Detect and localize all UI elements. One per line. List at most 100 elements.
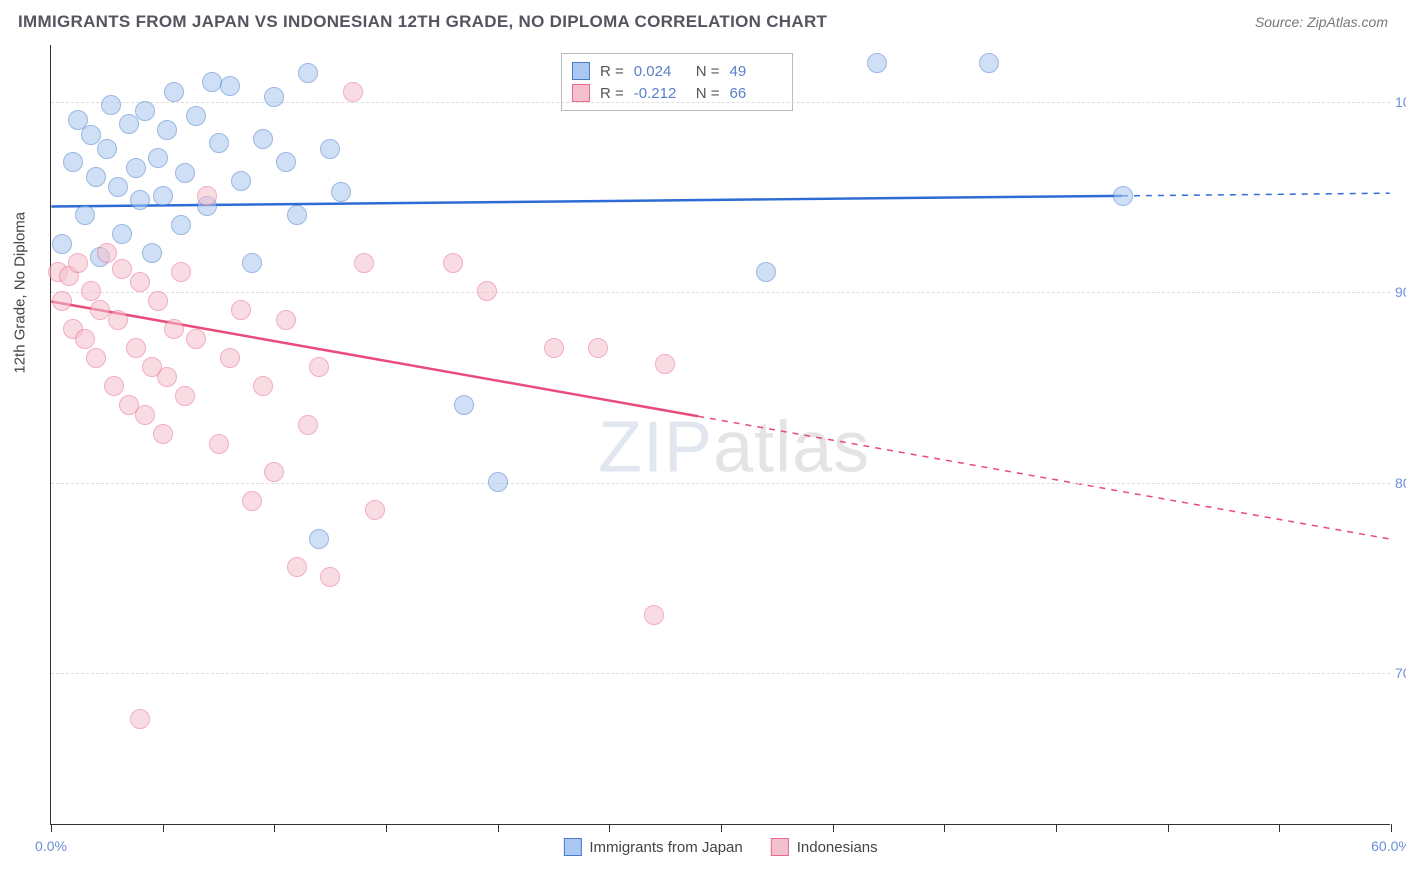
data-point: [164, 82, 184, 102]
chart-source: Source: ZipAtlas.com: [1255, 14, 1388, 30]
data-point: [97, 243, 117, 263]
data-point: [253, 129, 273, 149]
data-point: [544, 338, 564, 358]
data-point: [148, 291, 168, 311]
data-point: [130, 272, 150, 292]
stats-row: R = 0.024 N = 49: [572, 60, 782, 82]
watermark: ZIPatlas: [598, 406, 870, 488]
y-tick-label: 90.0%: [1395, 284, 1406, 300]
x-tick: [1168, 824, 1169, 832]
data-point: [157, 367, 177, 387]
x-tick: [1056, 824, 1057, 832]
x-tick: [833, 824, 834, 832]
data-point: [126, 158, 146, 178]
data-point: [488, 472, 508, 492]
data-point: [276, 152, 296, 172]
data-point: [197, 186, 217, 206]
data-point: [443, 253, 463, 273]
data-point: [130, 190, 150, 210]
x-tick: [721, 824, 722, 832]
trend-line-dashed: [698, 416, 1389, 539]
data-point: [231, 300, 251, 320]
stats-row: R =-0.212N =66: [572, 82, 782, 104]
stats-r-label: R =: [600, 85, 624, 102]
data-point: [52, 291, 72, 311]
data-point: [86, 167, 106, 187]
data-point: [264, 87, 284, 107]
x-tick: [163, 824, 164, 832]
data-point: [108, 177, 128, 197]
data-point: [253, 376, 273, 396]
data-point: [220, 76, 240, 96]
stats-r-label: R =: [600, 63, 624, 80]
y-axis-label: 12th Grade, No Diploma: [12, 212, 29, 374]
legend-swatch: [563, 838, 581, 856]
x-tick-label: 60.0%: [1371, 838, 1406, 854]
data-point: [75, 329, 95, 349]
data-point: [86, 348, 106, 368]
data-point: [979, 53, 999, 73]
data-point: [454, 395, 474, 415]
x-tick: [609, 824, 610, 832]
stats-n-value: 66: [730, 85, 782, 102]
legend-label: Immigrants from Japan: [589, 839, 742, 856]
legend-swatch: [771, 838, 789, 856]
data-point: [242, 491, 262, 511]
data-point: [68, 253, 88, 273]
stats-n-label: N =: [696, 85, 720, 102]
data-point: [142, 243, 162, 263]
data-point: [1113, 186, 1133, 206]
legend-swatch: [572, 62, 590, 80]
data-point: [867, 53, 887, 73]
x-tick: [498, 824, 499, 832]
gridline: [51, 292, 1390, 293]
data-point: [264, 462, 284, 482]
stats-n-value: 49: [730, 63, 782, 80]
data-point: [153, 424, 173, 444]
x-tick: [51, 824, 52, 832]
trend-lines-layer: [51, 45, 1390, 824]
data-point: [112, 224, 132, 244]
data-point: [209, 434, 229, 454]
data-point: [287, 557, 307, 577]
stats-n-label: N =: [696, 63, 720, 80]
gridline: [51, 483, 1390, 484]
data-point: [298, 415, 318, 435]
data-point: [164, 319, 184, 339]
data-point: [287, 205, 307, 225]
data-point: [655, 354, 675, 374]
data-point: [112, 259, 132, 279]
legend-item: Indonesians: [771, 838, 878, 856]
data-point: [108, 310, 128, 330]
data-point: [75, 205, 95, 225]
data-point: [135, 405, 155, 425]
data-point: [148, 148, 168, 168]
data-point: [354, 253, 374, 273]
data-point: [231, 171, 251, 191]
data-point: [209, 133, 229, 153]
data-point: [242, 253, 262, 273]
x-tick: [1279, 824, 1280, 832]
data-point: [320, 139, 340, 159]
scatter-chart: ZIPatlas R =0.024N =49R =-0.212N =66 Imm…: [50, 45, 1390, 825]
data-point: [202, 72, 222, 92]
gridline: [51, 102, 1390, 103]
data-point: [186, 106, 206, 126]
gridline: [51, 673, 1390, 674]
data-point: [220, 348, 240, 368]
stats-r-value: 0.024: [634, 63, 686, 80]
data-point: [126, 338, 146, 358]
data-point: [309, 357, 329, 377]
data-point: [175, 386, 195, 406]
bottom-legend: Immigrants from Japan Indonesians: [563, 838, 877, 856]
data-point: [52, 234, 72, 254]
x-tick-label: 0.0%: [35, 838, 67, 854]
data-point: [97, 139, 117, 159]
data-point: [135, 101, 155, 121]
data-point: [588, 338, 608, 358]
x-tick: [1391, 824, 1392, 832]
y-tick-label: 70.0%: [1395, 665, 1406, 681]
data-point: [276, 310, 296, 330]
data-point: [309, 529, 329, 549]
data-point: [157, 120, 177, 140]
